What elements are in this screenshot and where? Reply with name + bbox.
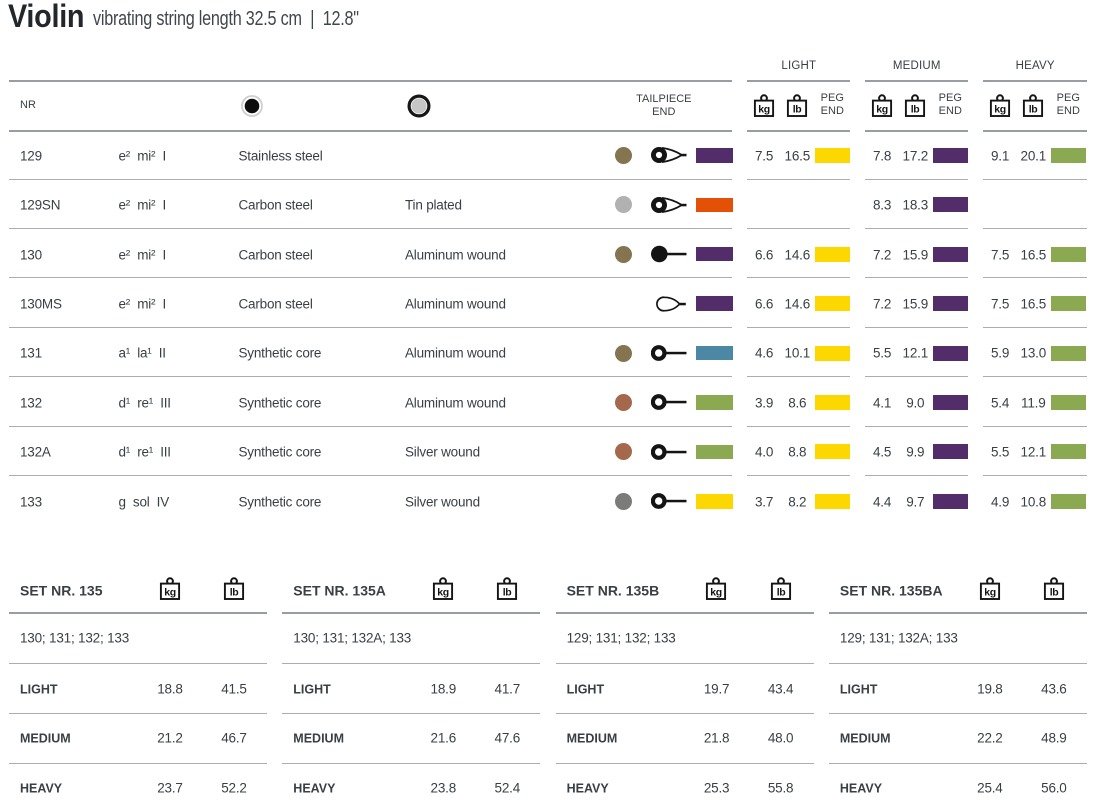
svg-text:lb: lb bbox=[776, 587, 785, 599]
svg-text:lb: lb bbox=[793, 103, 802, 115]
svg-text:kg: kg bbox=[876, 103, 887, 115]
svg-text:lb: lb bbox=[1050, 587, 1059, 599]
svg-text:lb: lb bbox=[1029, 103, 1038, 115]
svg-text:lb: lb bbox=[911, 103, 920, 115]
svg-text:lb: lb bbox=[230, 587, 239, 599]
svg-text:kg: kg bbox=[758, 103, 769, 115]
svg-text:kg: kg bbox=[437, 587, 448, 599]
svg-text:kg: kg bbox=[994, 103, 1005, 115]
svg-text:kg: kg bbox=[164, 587, 175, 599]
svg-text:kg: kg bbox=[710, 587, 721, 599]
svg-text:lb: lb bbox=[503, 587, 512, 599]
svg-text:kg: kg bbox=[984, 587, 995, 599]
